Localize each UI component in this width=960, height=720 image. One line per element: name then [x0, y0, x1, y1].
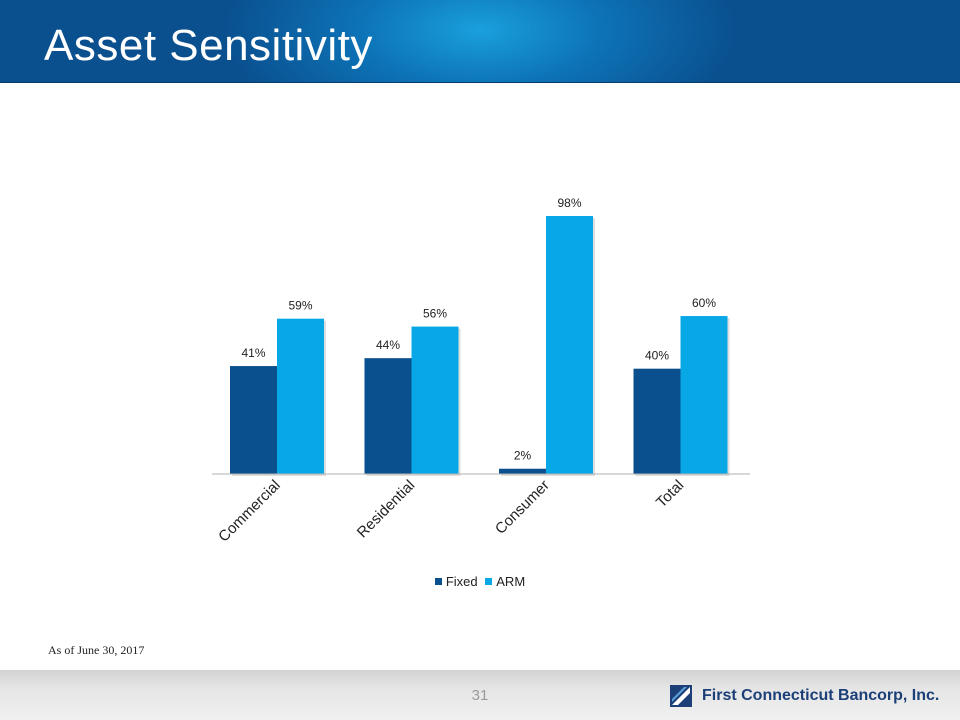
category-label: Consumer — [492, 477, 553, 538]
bar-arm-residential — [411, 326, 459, 474]
legend-label-arm: ARM — [496, 574, 526, 589]
chart-legend: Fixed ARM — [0, 574, 960, 589]
title-bar: Asset Sensitivity — [0, 0, 960, 83]
data-label: 56% — [423, 307, 447, 321]
slide-title: Asset Sensitivity — [44, 21, 373, 70]
legend-item-fixed: Fixed — [434, 574, 478, 589]
bar-arm-consumer — [546, 216, 593, 474]
data-label: 60% — [692, 296, 716, 310]
category-label: Commercial — [215, 477, 284, 546]
data-label: 44% — [376, 338, 400, 352]
bar-fixed-consumer — [499, 468, 546, 474]
data-label: 41% — [241, 346, 265, 360]
bar-fixed-total — [633, 368, 681, 474]
page-number: 31 — [471, 687, 489, 704]
bar-fixed-commercial — [230, 366, 277, 474]
data-label: 2% — [514, 449, 532, 463]
category-label: Total — [653, 477, 687, 511]
legend-swatch-fixed — [434, 578, 442, 585]
data-label: 40% — [645, 349, 669, 363]
legend-swatch-arm — [485, 578, 493, 585]
bar-arm-commercial — [277, 318, 324, 474]
company-logo-icon — [670, 685, 692, 707]
footer-bar: 31 First Connecticut Bancorp, Inc. — [0, 670, 960, 720]
bar-chart: 41% 59% Commercial 44% 56% Residential 2% 98% Co… — [212, 196, 750, 546]
bar-arm-total — [680, 316, 728, 474]
footnote: As of June 30, 2017 — [48, 643, 145, 657]
category-label: Residential — [354, 477, 419, 542]
data-label: 59% — [288, 299, 312, 313]
brand-name: First Connecticut Bancorp, Inc. — [702, 687, 940, 704]
bar-fixed-residential — [364, 358, 412, 474]
legend-item-arm: ARM — [485, 574, 525, 589]
legend-label-fixed: Fixed — [445, 574, 478, 589]
data-label: 98% — [557, 196, 581, 210]
